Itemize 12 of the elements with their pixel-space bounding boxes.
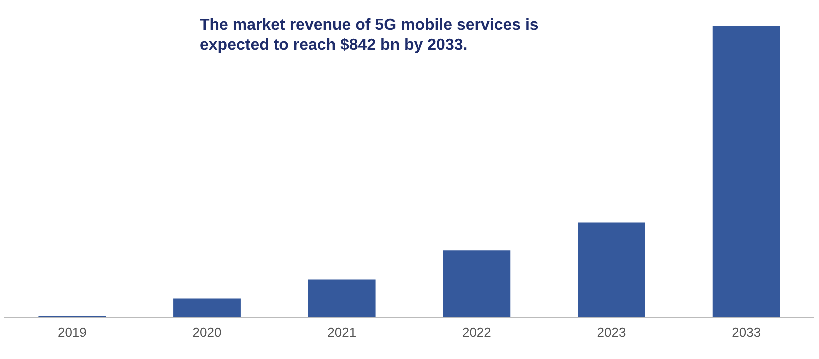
x-tick-label: 2023 — [597, 324, 626, 340]
x-tick-label: 2019 — [58, 324, 87, 340]
x-tick-label: 2022 — [462, 324, 492, 340]
bar — [712, 26, 780, 318]
x-tick-label: 2033 — [732, 324, 762, 340]
bar — [443, 250, 511, 318]
chart-title: The market revenue of 5G mobile services is expected to reach $842 bn by 2033. — [200, 16, 540, 56]
bar — [578, 222, 646, 318]
x-tick-label: 2020 — [192, 324, 222, 340]
bar — [174, 298, 241, 318]
bar — [308, 280, 376, 318]
x-tick-label: 2021 — [328, 324, 357, 340]
